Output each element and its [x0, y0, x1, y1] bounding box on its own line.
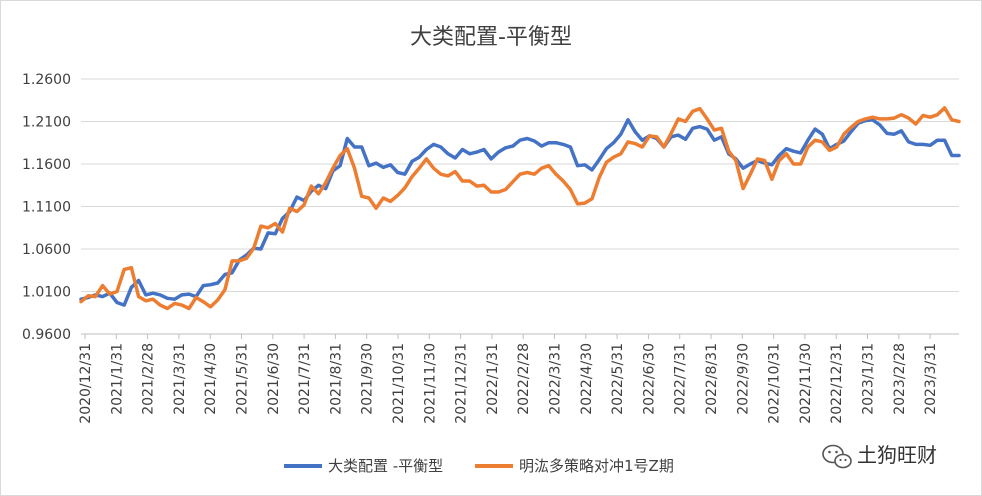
- x-tick-label: 2021/12/31: [454, 343, 470, 424]
- y-tick-label: 1.2600: [22, 72, 71, 88]
- x-tick-label: 2022/8/31: [704, 343, 720, 415]
- y-tick-label: 1.0600: [22, 242, 71, 258]
- y-axis-ticks: 0.9600 1.0100 1.0600 1.1100 1.1600 1.2100 1.26…: [22, 72, 71, 343]
- y-tick-label: 0.9600: [22, 327, 71, 343]
- legend-entry: 明汯多策略对冲1号Z期: [519, 457, 674, 475]
- x-tick-label: 2021/10/31: [391, 343, 407, 424]
- x-tick-label: 2023/3/31: [923, 343, 939, 415]
- x-tick-label: 2022/10/31: [767, 343, 783, 424]
- x-tick-label: 2022/12/31: [829, 343, 845, 424]
- x-tick-label: 2020/12/31: [78, 343, 94, 424]
- grid-lines: [81, 78, 959, 292]
- x-tick-label: 2022/11/30: [798, 343, 814, 424]
- wechat-icon: [822, 444, 852, 469]
- legend: 大类配置 -平衡型 明汯多策略对冲1号Z期: [284, 457, 674, 475]
- x-tick-label: 2021/4/30: [203, 343, 219, 415]
- y-tick-label: 1.1600: [22, 157, 71, 173]
- x-tick-label: 2023/2/28: [892, 343, 908, 415]
- x-tick-label: 2022/4/30: [579, 343, 595, 415]
- x-tick-label: 2022/9/30: [735, 343, 751, 415]
- x-tick-label: 2021/3/31: [172, 343, 188, 415]
- x-tick-label: 2021/7/31: [297, 343, 313, 415]
- x-tick-label: 2021/5/31: [235, 343, 251, 415]
- x-tick-label: 2022/7/31: [673, 343, 689, 415]
- legend-entry: 大类配置 -平衡型: [328, 457, 443, 475]
- x-tick-label: 2023/1/31: [861, 343, 877, 415]
- series-line: [79, 106, 961, 311]
- x-tick-label: 2021/9/30: [360, 343, 376, 415]
- y-tick-label: 1.0100: [22, 285, 71, 301]
- chart-title: 大类配置-平衡型: [410, 25, 572, 50]
- x-tick-label: 2021/11/30: [422, 343, 438, 424]
- x-tick-label: 2022/1/31: [485, 343, 501, 415]
- x-tick-label: 2022/6/30: [641, 343, 657, 415]
- y-tick-label: 1.1100: [22, 200, 71, 216]
- x-axis: 2020/12/31 2021/1/31 2021/2/28 2021/3/31 202…: [78, 333, 959, 424]
- series-lines: [79, 106, 961, 311]
- y-tick-label: 1.2100: [22, 115, 71, 131]
- x-tick-label: 2021/8/31: [328, 343, 344, 415]
- x-tick-label: 2022/2/28: [516, 343, 532, 415]
- x-tick-label: 2022/5/31: [610, 343, 626, 415]
- watermark: 土狗旺财: [822, 443, 937, 469]
- x-tick-label: 2021/6/30: [266, 343, 282, 415]
- x-tick-label: 2022/3/31: [548, 343, 564, 415]
- x-tick-label: 2021/2/28: [141, 343, 157, 415]
- x-tick-label: 2021/1/31: [109, 343, 125, 415]
- watermark-text: 土狗旺财: [857, 443, 937, 467]
